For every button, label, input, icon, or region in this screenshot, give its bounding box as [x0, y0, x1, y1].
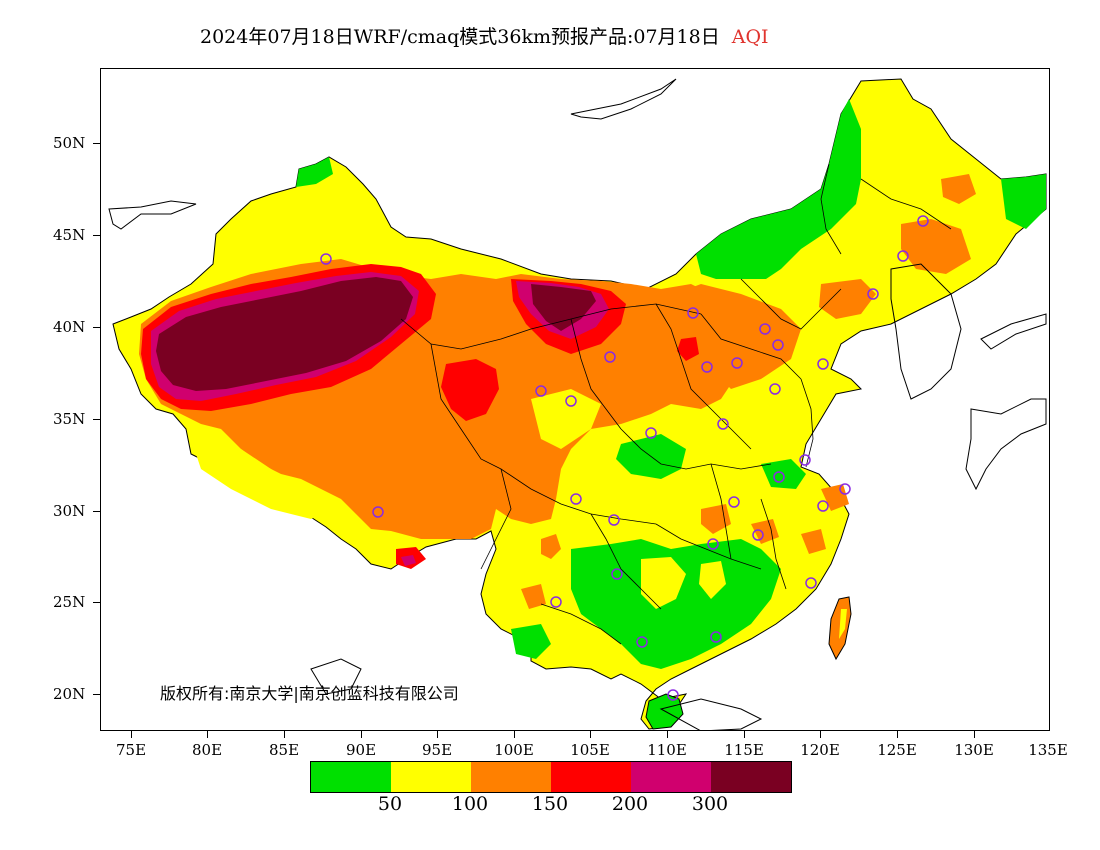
x-label-80e: 80E: [191, 741, 223, 759]
x-tick: [437, 731, 438, 738]
x-label-120e: 120E: [800, 741, 840, 759]
aqi-legend: [310, 761, 792, 793]
x-label-135e: 135E: [1028, 741, 1068, 759]
taklimakan-hazardous: [156, 277, 413, 391]
x-tick: [284, 731, 285, 738]
y-label-20n: 20N: [53, 685, 86, 703]
x-tick: [361, 731, 362, 738]
y-label-30n: 30N: [53, 502, 86, 520]
x-tick: [820, 731, 821, 738]
y-tick: [93, 511, 100, 512]
x-label-75e: 75E: [115, 741, 147, 759]
pollutant-label: AQI: [731, 26, 769, 48]
x-tick: [207, 731, 208, 738]
y-tick: [93, 694, 100, 695]
legend-label-50: 50: [377, 793, 403, 815]
legend-swatch-unhealthy: [551, 762, 631, 792]
y-tick: [93, 602, 100, 603]
legend-swatch-very-unhealthy: [631, 762, 711, 792]
x-label-85e: 85E: [268, 741, 300, 759]
x-tick: [974, 731, 975, 738]
legend-label-200: 200: [611, 793, 649, 815]
x-label-110e: 110E: [647, 741, 687, 759]
y-label-25n: 25N: [53, 593, 86, 611]
legend-label-150: 150: [531, 793, 569, 815]
legend-swatch-hazardous: [711, 762, 791, 792]
y-tick: [93, 143, 100, 144]
legend-label-300: 300: [691, 793, 729, 815]
y-tick: [93, 327, 100, 328]
y-tick: [93, 235, 100, 236]
y-label-45n: 45N: [53, 226, 86, 244]
x-tick: [131, 731, 132, 738]
x-tick: [897, 731, 898, 738]
aqi-map: [108, 78, 1047, 730]
legend-swatch-usg: [471, 762, 551, 792]
y-label-50n: 50N: [53, 134, 86, 152]
x-tick: [590, 731, 591, 738]
x-tick: [514, 731, 515, 738]
y-label-40n: 40N: [53, 318, 86, 336]
y-tick: [93, 419, 100, 420]
map-title: 2024年07月18日WRF/cmaq模式36km预报产品:07月18日 AQI: [200, 22, 769, 49]
x-label-125e: 125E: [877, 741, 917, 759]
copyright-text: 版权所有:南京大学|南京创蓝科技有限公司: [160, 684, 459, 703]
x-label-105e: 105E: [570, 741, 610, 759]
y-label-35n: 35N: [53, 410, 86, 428]
x-label-115e: 115E: [724, 741, 764, 759]
x-label-95e: 95E: [421, 741, 453, 759]
province-borders: [400, 163, 952, 645]
x-label-130e: 130E: [954, 741, 994, 759]
map-area: [100, 68, 1050, 731]
legend-swatch-good: [311, 762, 391, 792]
title-text: 2024年07月18日WRF/cmaq模式36km预报产品:07月18日: [200, 26, 720, 48]
city-markers: [320, 215, 929, 701]
legend-swatch-moderate: [391, 762, 471, 792]
x-label-90e: 90E: [345, 741, 377, 759]
x-tick: [744, 731, 745, 738]
x-label-100e: 100E: [494, 741, 534, 759]
x-tick: [667, 731, 668, 738]
northeast-green-zone: [696, 99, 861, 279]
legend-label-100: 100: [451, 793, 489, 815]
